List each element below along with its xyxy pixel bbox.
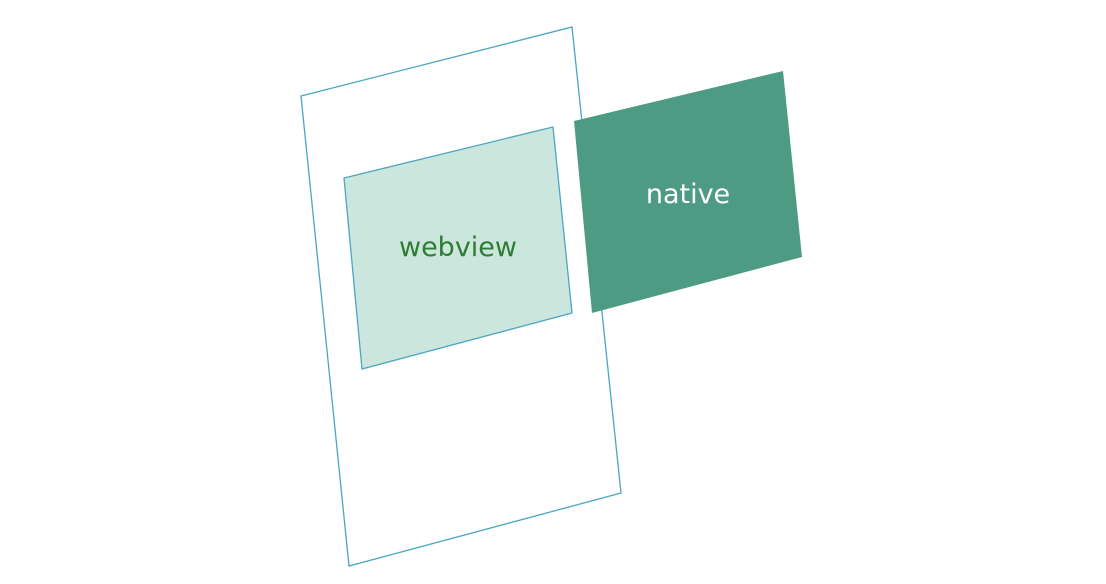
webview-label: webview [399,232,517,263]
device-frame [300,26,622,567]
native-panel [574,71,802,313]
native-label: native [646,179,730,210]
webview-panel [343,126,573,370]
